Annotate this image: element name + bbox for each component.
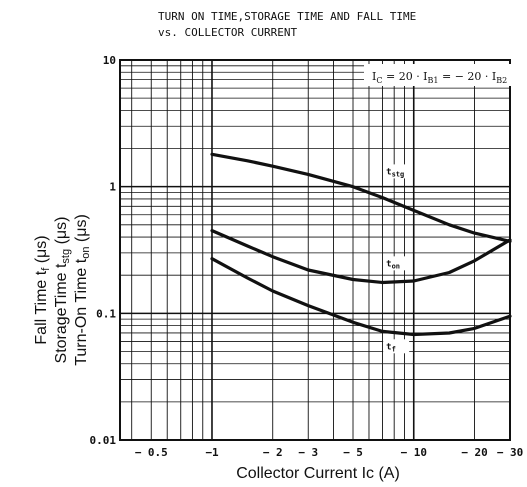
- y-axis-label-line-1: Fall Time tf (μs): [33, 235, 52, 344]
- series-label-bg-on: [383, 256, 410, 271]
- x-tick-label: − 5: [343, 446, 363, 459]
- cond-ic: I: [372, 70, 376, 83]
- y-tick-labels: 10 1 0.1 0.01: [90, 54, 117, 447]
- x-tick-label: − 20: [461, 446, 488, 459]
- y-tick-label: 0.01: [90, 434, 117, 447]
- series-line-on: [210, 229, 512, 285]
- chart-title-line-2: vs. COLLECTOR CURRENT: [158, 26, 297, 39]
- grid: [120, 60, 511, 441]
- x-tick-labels: − 0.5 −1 − 2 − 3 − 5 − 10 − 20 − 30: [135, 446, 524, 459]
- plot-border: [119, 59, 511, 441]
- chart-title-line-1: TURN ON TIME,STORAGE TIME AND FALL TIME: [158, 10, 416, 23]
- y-axis-label: Fall Time tf (μs) StorageTime tstg (μs) …: [33, 214, 92, 366]
- y-tick-label: 0.1: [96, 307, 116, 320]
- cond-eq1: = 20 · I: [382, 70, 427, 83]
- plot-frame: [119, 59, 511, 441]
- series-line-f: [210, 257, 512, 337]
- svg-text:IC = 20 · IB1 = − 20 · IB2: IC = 20 · IB1 = − 20 · IB2: [372, 70, 507, 85]
- series-label-f: tf: [386, 342, 396, 353]
- x-tick-label: − 3: [298, 446, 318, 459]
- y-tick-label: 10: [103, 54, 116, 67]
- cond-ic-sub: C: [376, 76, 382, 85]
- series-label-bg-f: [383, 339, 410, 354]
- cond-eq2: = − 20 · I: [439, 70, 497, 83]
- x-axis-label: Collector Current Ic (A): [236, 465, 400, 482]
- cond-b2-sub: B2: [496, 76, 507, 85]
- y-tick-label: 1: [109, 181, 116, 194]
- series-label-on: ton: [386, 259, 400, 270]
- series-label-stg: tstg: [386, 167, 404, 178]
- x-tick-label: − 10: [400, 446, 427, 459]
- x-tick-label: − 2: [263, 446, 283, 459]
- x-tick-label: −1: [205, 446, 219, 459]
- condition-annotation: IC = 20 · IB1 = − 20 · IB2: [364, 64, 516, 86]
- series-labels: tstg ton tf: [383, 164, 410, 354]
- x-tick-label: − 30: [497, 446, 524, 459]
- x-tick-label: − 0.5: [135, 446, 168, 459]
- condition-box: [364, 64, 516, 86]
- y-axis-label-line-3: Turn-On Time ton (μs): [73, 214, 92, 366]
- series-line-stg: [210, 152, 512, 243]
- cond-b1-sub: B1: [428, 76, 439, 85]
- series-lines: [210, 152, 512, 337]
- y-axis-label-line-2: StorageTime tstg (μs): [53, 217, 72, 364]
- series-label-bg-stg: [383, 164, 410, 179]
